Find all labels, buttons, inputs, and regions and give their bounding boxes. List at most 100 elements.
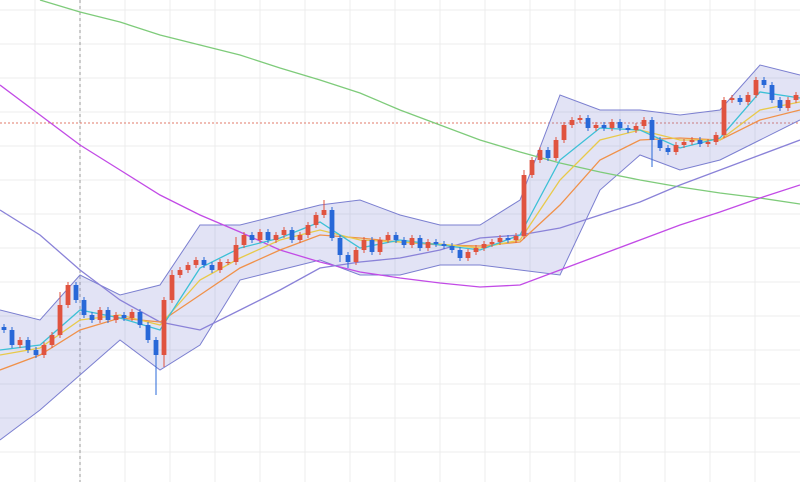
candle-body xyxy=(209,265,215,270)
candle-body xyxy=(25,340,31,350)
candle-body xyxy=(137,312,143,325)
candle-body xyxy=(225,262,231,263)
candle-body xyxy=(113,315,119,320)
candle-body xyxy=(153,340,159,355)
candle-body xyxy=(577,118,583,120)
candle-body xyxy=(121,315,127,318)
candle-body xyxy=(745,95,751,102)
candle-body xyxy=(457,250,463,258)
candle-body xyxy=(737,98,743,102)
candle-body xyxy=(409,238,415,245)
candle-body xyxy=(345,255,351,262)
candle-body xyxy=(329,210,335,238)
candle-body xyxy=(561,125,567,140)
candle-body xyxy=(321,210,327,215)
candle-body xyxy=(497,238,503,242)
candle-body xyxy=(273,235,279,240)
candle-body xyxy=(705,142,711,144)
candle-body xyxy=(41,345,47,355)
candle-body xyxy=(257,232,263,240)
candle-body xyxy=(465,252,471,258)
ma-line xyxy=(39,0,800,205)
candle-body xyxy=(305,225,311,235)
candle-body xyxy=(441,244,447,246)
candle-body xyxy=(529,160,535,175)
candle-body xyxy=(609,122,615,128)
candle-body xyxy=(593,125,599,128)
candle-body xyxy=(169,275,175,300)
candle-body xyxy=(673,145,679,152)
candle-body xyxy=(393,235,399,240)
candle-body xyxy=(697,140,703,144)
candle-body xyxy=(545,150,551,158)
candle-body xyxy=(361,240,367,250)
candle-body xyxy=(297,235,303,240)
candle-body xyxy=(753,80,759,95)
candle-body xyxy=(193,260,199,265)
candle-body xyxy=(473,248,479,252)
candle-body xyxy=(681,142,687,145)
candle-body xyxy=(217,262,223,270)
candle-body xyxy=(769,85,775,100)
candle-body xyxy=(777,100,783,108)
candle-body xyxy=(761,80,767,85)
candle-body xyxy=(425,242,431,248)
candle-body xyxy=(569,120,575,125)
candle-body xyxy=(65,285,71,305)
candle-body xyxy=(185,265,191,270)
candle-body xyxy=(617,122,623,128)
candle-body xyxy=(353,250,359,262)
candle-body xyxy=(385,235,391,240)
candle-body xyxy=(625,128,631,130)
candle-body xyxy=(57,305,63,335)
candle-body xyxy=(241,235,247,245)
candle-body xyxy=(369,240,375,252)
candle-body xyxy=(289,230,295,240)
candle-body xyxy=(249,235,255,240)
candle-body xyxy=(601,125,607,128)
candle-body xyxy=(17,340,23,345)
candle-body xyxy=(641,120,647,126)
candle-body xyxy=(377,240,383,252)
candle-body xyxy=(281,230,287,235)
candle-body xyxy=(729,98,735,100)
candle-body xyxy=(33,350,39,355)
candle-body xyxy=(721,100,727,135)
band-upper xyxy=(0,64,800,321)
candle-body xyxy=(337,238,343,255)
candle-body xyxy=(513,236,519,240)
candle-body xyxy=(105,310,111,320)
candle-body xyxy=(129,312,135,318)
ma-line xyxy=(0,101,800,356)
candle-body xyxy=(585,118,591,128)
candle-body xyxy=(449,246,455,250)
candle-body xyxy=(689,140,695,142)
candle-body xyxy=(481,244,487,248)
candle-body xyxy=(665,148,671,152)
candle-body xyxy=(713,135,719,142)
candle-body xyxy=(657,140,663,148)
candle-body xyxy=(97,310,103,320)
candle-body xyxy=(553,140,559,158)
candle-body xyxy=(161,300,167,355)
candle-body xyxy=(265,232,271,240)
candle-body xyxy=(9,330,15,345)
candle-body xyxy=(489,242,495,244)
candle-body xyxy=(505,238,511,240)
band-lower xyxy=(0,119,800,441)
candle-body xyxy=(537,150,543,160)
candle-body xyxy=(433,242,439,244)
candle-body xyxy=(793,95,799,100)
candle-body xyxy=(81,300,87,315)
candle-body xyxy=(145,325,151,340)
band-fill xyxy=(0,65,800,440)
candle-body xyxy=(401,240,407,245)
ma-line xyxy=(0,139,800,331)
candle-body xyxy=(785,100,791,108)
candle-body xyxy=(1,327,7,330)
candle-body xyxy=(633,126,639,130)
candle-body xyxy=(73,285,79,300)
ma-line xyxy=(0,84,800,288)
candle-body xyxy=(233,245,239,262)
